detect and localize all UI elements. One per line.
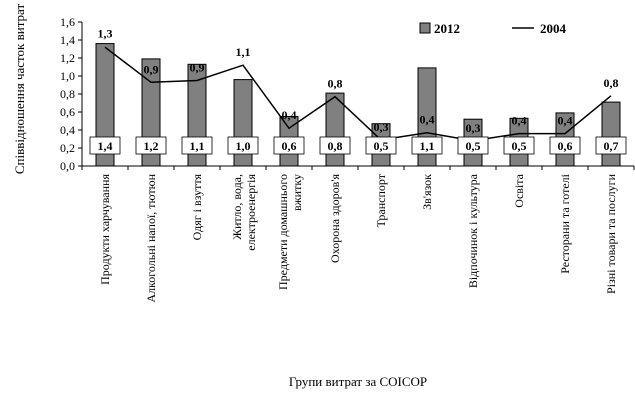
label-2012: 1,0 [236, 139, 251, 153]
label-2012: 1,2 [144, 139, 159, 153]
x-axis-title: Групи витрат за COICOP [289, 374, 427, 389]
label-2004: 0,4 [282, 108, 297, 122]
label-2012-box [365, 136, 397, 155]
label-2012-box [457, 136, 489, 155]
label-2012-box [319, 136, 351, 155]
category-label-line: вжитку [290, 174, 304, 211]
category-label: Алкогольні напої, тютюн [144, 173, 158, 302]
label-2012-box [89, 136, 121, 155]
label-2012: 0,5 [374, 139, 389, 153]
y-tick-label: 0,4 [60, 123, 75, 137]
label-2004: 0,4 [558, 114, 573, 128]
label-2012: 1,1 [420, 139, 435, 153]
category-label: Одяг і взуття [190, 174, 204, 241]
category-label-line: Предмети домашнього [276, 174, 290, 290]
label-2012: 0,5 [466, 139, 481, 153]
y-tick-label: 1,4 [60, 33, 75, 47]
category-label-line: Освіта [512, 173, 526, 207]
label-2012-box [135, 136, 167, 155]
y-axis-title: Співвідношення часток витрат [12, 4, 27, 175]
plot-area: 0,0 0,2 0,4 0,6 0,8 1,0 1,2 1,4 1,6 1,3 0,9 0,9 1,1 0… [60, 15, 635, 303]
category-label: Житло, вода,електроенергія [230, 174, 258, 251]
legend-label-2004: 2004 [540, 21, 567, 36]
category-label-line: Охорона здоров'я [328, 174, 342, 263]
y-tick-label: 0,6 [60, 105, 75, 119]
label-2012: 0,6 [282, 139, 297, 153]
y-tick-label: 0,2 [60, 141, 75, 155]
label-2004: 0,8 [604, 76, 619, 90]
label-2004: 1,1 [236, 45, 251, 59]
y-tick-label: 0,0 [60, 159, 75, 173]
category-label-line: Відпочинок і культура [466, 173, 480, 288]
line-2004 [104, 46, 612, 142]
label-2012-box [273, 136, 305, 155]
category-label: Різні товари та послуги [604, 173, 618, 294]
category-label-line: Ресторани та готелі [558, 173, 572, 273]
label-2004: 0,4 [512, 114, 527, 128]
label-2004: 0,4 [420, 113, 435, 127]
label-2012: 0,6 [558, 139, 573, 153]
y-tick-label: 1,2 [60, 51, 75, 65]
label-2012-box [411, 136, 443, 155]
label-2012-box [595, 136, 627, 155]
label-2012: 1,1 [190, 139, 205, 153]
category-label: Транспорт [374, 173, 388, 227]
y-tick-label: 1,0 [60, 69, 75, 83]
label-2012-box [549, 136, 581, 155]
category-label-line: Зв'язок [420, 174, 434, 210]
legend-label-2012: 2012 [434, 21, 460, 36]
label-2004: 0,9 [144, 62, 159, 76]
label-2004: 0,3 [374, 120, 389, 134]
category-label-line: Одяг і взуття [190, 174, 204, 241]
category-label: Зв'язок [420, 174, 434, 210]
label-2004: 0,8 [328, 77, 343, 91]
category-label: Продукти харчування [98, 174, 112, 285]
label-2004: 0,9 [190, 61, 205, 75]
category-label: Освіта [512, 173, 526, 207]
category-label: Відпочинок і культура [466, 173, 480, 288]
bar-2012 [601, 101, 621, 167]
y-tick-label: 0,8 [60, 87, 75, 101]
label-2012-box [503, 136, 535, 155]
y-tick-label: 1,6 [60, 15, 75, 29]
category-label-line: електроенергія [244, 174, 258, 251]
label-2012-box [227, 136, 259, 155]
label-2012-box [181, 136, 213, 155]
category-label: Охорона здоров'я [328, 174, 342, 263]
category-label-line: Продукти харчування [98, 174, 112, 285]
label-2004: 1,3 [98, 27, 113, 41]
category-label-line: Транспорт [374, 173, 388, 227]
bar-2012 [325, 92, 345, 167]
label-2004: 0,3 [466, 121, 481, 135]
category-label: Предмети домашньоговжитку [276, 174, 304, 290]
label-2012: 0,7 [604, 139, 619, 153]
label-2012: 0,8 [328, 139, 343, 153]
label-2012: 0,5 [512, 139, 527, 153]
legend-swatch-2012 [419, 22, 431, 34]
category-label-line: Алкогольні напої, тютюн [144, 173, 158, 302]
category-label-line: Житло, вода, [230, 174, 244, 240]
category-label: Ресторани та готелі [558, 173, 572, 273]
category-label-line: Різні товари та послуги [604, 173, 618, 294]
label-2012: 1,4 [98, 139, 113, 153]
